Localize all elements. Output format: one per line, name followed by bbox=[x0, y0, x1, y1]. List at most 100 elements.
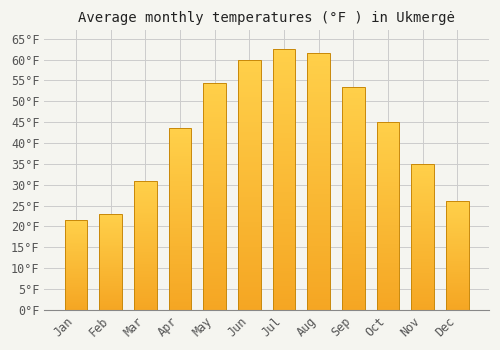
Bar bbox=[446, 284, 468, 285]
Bar bbox=[64, 304, 87, 305]
Bar bbox=[446, 221, 468, 222]
Bar bbox=[100, 304, 122, 305]
Bar bbox=[342, 149, 364, 152]
Bar bbox=[308, 240, 330, 243]
Bar bbox=[168, 262, 192, 264]
Bar bbox=[377, 268, 400, 270]
Bar bbox=[64, 222, 87, 223]
Bar bbox=[272, 245, 295, 247]
Bar bbox=[446, 252, 468, 253]
Bar bbox=[308, 115, 330, 118]
Bar bbox=[342, 209, 364, 212]
Bar bbox=[377, 263, 400, 265]
Bar bbox=[308, 58, 330, 61]
Bar bbox=[377, 203, 400, 205]
Bar bbox=[100, 305, 122, 306]
Bar bbox=[272, 88, 295, 91]
Bar bbox=[204, 285, 226, 287]
Bar bbox=[342, 136, 364, 138]
Bar bbox=[238, 107, 260, 110]
Bar bbox=[272, 239, 295, 242]
Bar bbox=[168, 145, 192, 147]
Bar bbox=[168, 230, 192, 232]
Bar bbox=[272, 299, 295, 302]
Bar bbox=[134, 240, 156, 241]
Bar bbox=[134, 233, 156, 235]
Bar bbox=[272, 232, 295, 234]
Bar bbox=[272, 180, 295, 182]
Bar bbox=[64, 232, 87, 233]
Bar bbox=[168, 257, 192, 259]
Bar bbox=[168, 154, 192, 156]
Bar bbox=[134, 272, 156, 274]
Bar bbox=[446, 295, 468, 296]
Bar bbox=[412, 291, 434, 292]
Bar bbox=[308, 151, 330, 153]
Bar bbox=[204, 87, 226, 89]
Bar bbox=[100, 226, 122, 227]
Bar bbox=[308, 292, 330, 294]
Bar bbox=[412, 294, 434, 295]
Bar bbox=[100, 227, 122, 228]
Bar bbox=[204, 162, 226, 164]
Bar bbox=[134, 245, 156, 246]
Bar bbox=[377, 280, 400, 282]
Bar bbox=[377, 246, 400, 248]
Bar bbox=[168, 264, 192, 266]
Bar bbox=[412, 253, 434, 254]
Bar bbox=[204, 148, 226, 151]
Bar bbox=[446, 307, 468, 308]
Bar bbox=[377, 158, 400, 160]
Bar bbox=[238, 242, 260, 245]
Bar bbox=[134, 186, 156, 187]
Bar bbox=[412, 226, 434, 228]
Bar bbox=[342, 212, 364, 214]
Bar bbox=[168, 272, 192, 273]
Bar bbox=[272, 153, 295, 156]
Bar bbox=[134, 295, 156, 297]
Bar bbox=[204, 182, 226, 185]
Bar bbox=[64, 220, 87, 221]
Bar bbox=[238, 270, 260, 272]
Bar bbox=[342, 287, 364, 290]
Bar bbox=[134, 246, 156, 248]
Bar bbox=[100, 222, 122, 223]
Bar bbox=[134, 236, 156, 237]
Bar bbox=[308, 153, 330, 156]
Bar bbox=[204, 264, 226, 267]
Bar bbox=[100, 286, 122, 287]
Bar bbox=[134, 222, 156, 223]
Bar bbox=[446, 203, 468, 205]
Bar bbox=[377, 139, 400, 141]
Bar bbox=[64, 259, 87, 260]
Bar bbox=[238, 130, 260, 132]
Bar bbox=[342, 203, 364, 205]
Bar bbox=[64, 298, 87, 299]
Bar bbox=[308, 179, 330, 182]
Bar bbox=[377, 156, 400, 158]
Bar bbox=[100, 307, 122, 308]
Bar bbox=[272, 208, 295, 211]
Bar bbox=[168, 168, 192, 170]
Bar bbox=[412, 178, 434, 180]
Bar bbox=[204, 139, 226, 142]
Bar bbox=[168, 292, 192, 293]
Bar bbox=[377, 300, 400, 302]
Bar bbox=[100, 294, 122, 295]
Bar bbox=[342, 296, 364, 299]
Bar bbox=[342, 220, 364, 223]
Bar bbox=[272, 242, 295, 245]
Bar bbox=[64, 237, 87, 238]
Bar bbox=[308, 138, 330, 141]
Bar bbox=[100, 279, 122, 280]
Bar bbox=[377, 154, 400, 156]
Bar bbox=[204, 244, 226, 246]
Bar bbox=[377, 184, 400, 186]
Bar bbox=[272, 49, 295, 52]
Bar bbox=[412, 259, 434, 260]
Bar bbox=[412, 209, 434, 210]
Bar bbox=[64, 288, 87, 289]
Bar bbox=[412, 261, 434, 263]
Bar bbox=[204, 301, 226, 303]
Bar bbox=[64, 291, 87, 292]
